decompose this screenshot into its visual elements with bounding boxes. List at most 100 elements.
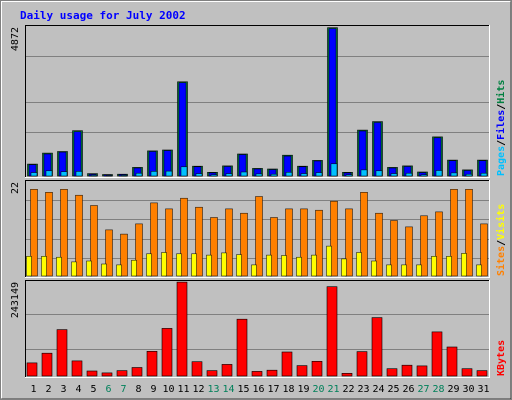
x-tick-label: 1 <box>30 384 36 395</box>
bar-sites <box>75 194 83 277</box>
legend-part: Hits <box>495 80 507 104</box>
x-tick-label: 28 <box>432 384 444 395</box>
x-tick-labels: 1 2 3 4 5 6 7 8 9 10 11 12 13 14 15 16 17 18 19 20 21 22 23 24 2… <box>30 384 489 395</box>
y-axis-labels: 4872 22 243149 <box>10 27 21 318</box>
x-tick-label: 24 <box>372 384 384 395</box>
bar-kbytes <box>221 364 233 377</box>
bar-pages <box>210 174 218 177</box>
bar-kbytes <box>26 362 38 377</box>
bar-kbytes <box>416 365 428 377</box>
bar-sites <box>465 189 473 277</box>
bar-kbytes <box>251 371 263 377</box>
bar-pages <box>135 172 143 177</box>
bar-visits <box>236 254 242 277</box>
bar-pages <box>195 173 203 177</box>
x-tick-label: 17 <box>267 384 279 395</box>
x-tick-label: 9 <box>150 384 156 395</box>
y-max-label: 243149 <box>10 282 21 318</box>
x-tick-label: 13 <box>207 384 219 395</box>
bar-visits <box>416 264 422 277</box>
bar-visits <box>461 253 467 277</box>
bar-kbytes <box>161 328 173 377</box>
legend-part: Pages <box>496 146 507 176</box>
bar-sites <box>150 202 158 277</box>
bar-visits <box>281 255 287 277</box>
x-tick-label: 20 <box>312 384 324 395</box>
bar-kbytes <box>356 351 368 377</box>
bar-visits <box>356 252 362 277</box>
panel-kbytes <box>25 280 490 378</box>
bar-visits <box>341 258 347 277</box>
bar-sites <box>270 217 278 277</box>
bar-pages <box>150 171 158 177</box>
legend-hits: Pages/Files/Hits <box>495 80 507 176</box>
x-tick-label: 22 <box>342 384 354 395</box>
bar-pages <box>480 172 488 177</box>
bar-sites <box>300 208 308 277</box>
bar-pages <box>120 174 128 177</box>
x-tick-label: 11 <box>177 384 189 395</box>
legend-part: Visits <box>495 204 507 240</box>
bar-pages <box>375 170 383 177</box>
x-tick-label: 25 <box>387 384 399 395</box>
bar-files <box>328 28 337 177</box>
bar-files <box>73 131 82 177</box>
x-tick-label: 4 <box>75 384 81 395</box>
bar-visits <box>56 256 62 277</box>
bar-kbytes <box>446 346 458 377</box>
bar-visits <box>101 263 107 277</box>
bar-visits <box>371 260 377 277</box>
bar-visits <box>326 245 332 277</box>
bar-sites <box>210 217 218 277</box>
bar-kbytes <box>71 360 83 377</box>
x-tick-label: 6 <box>105 384 111 395</box>
x-tick-label: 30 <box>462 384 474 395</box>
bar-visits <box>401 264 407 277</box>
x-tick-label: 26 <box>402 384 414 395</box>
bar-sites <box>390 220 398 277</box>
x-tick-label: 2 <box>45 384 51 395</box>
legend-part: / <box>496 240 507 246</box>
bar-kbytes <box>476 370 488 377</box>
x-tick-label: 7 <box>120 384 126 395</box>
bar-kbytes <box>431 331 443 377</box>
y-max-label: 22 <box>10 182 21 194</box>
bar-pages <box>450 172 458 177</box>
bar-kbytes <box>176 281 188 377</box>
bar-pages <box>330 163 338 177</box>
bar-kbytes <box>41 352 53 377</box>
bar-sites <box>165 208 173 277</box>
x-tick-label: 14 <box>222 384 234 395</box>
bar-kbytes <box>101 372 113 377</box>
bar-files <box>373 122 382 177</box>
bar-pages <box>435 170 443 177</box>
bar-kbytes <box>116 370 128 377</box>
bar-pages <box>45 170 53 177</box>
bar-sites <box>285 208 293 277</box>
bar-visits <box>41 256 47 277</box>
panel-hits <box>25 25 490 178</box>
bar-pages <box>405 172 413 177</box>
bar-kbytes <box>86 370 98 377</box>
bar-pages <box>165 170 173 177</box>
bar-sites <box>120 233 128 277</box>
x-tick-label: 15 <box>237 384 249 395</box>
bar-pages <box>360 169 368 177</box>
bar-kbytes <box>311 360 323 377</box>
bar-kbytes <box>56 329 68 377</box>
bar-sites <box>240 212 248 277</box>
legend-visits: Sites/Visits <box>495 204 507 276</box>
x-tick-label: 21 <box>327 384 339 395</box>
bar-visits <box>161 252 167 277</box>
bar-kbytes <box>296 365 308 377</box>
bar-files <box>178 82 187 177</box>
bar-pages <box>225 173 233 177</box>
bar-files <box>358 130 367 177</box>
bar-pages <box>255 173 263 177</box>
bar-sites <box>45 192 53 277</box>
bar-sites <box>450 189 458 277</box>
bar-visits <box>191 253 197 277</box>
bar-visits <box>266 254 272 277</box>
